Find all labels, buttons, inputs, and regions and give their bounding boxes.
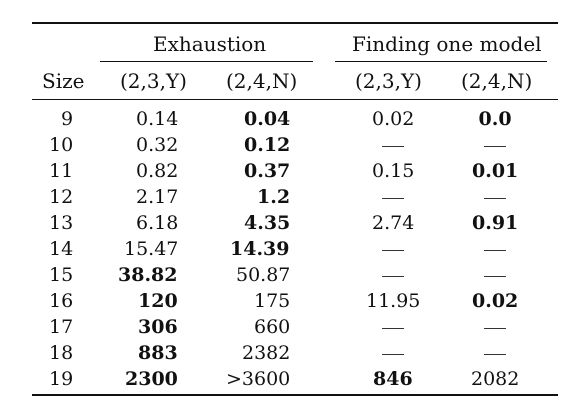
cell-exhaustion-2-3-y: 15.47: [124, 238, 179, 260]
column-header-finding-2-3-y: (2,3,Y): [355, 69, 422, 93]
column-header-finding-2-4-n: (2,4,N): [461, 69, 533, 93]
cell-exhaustion-2-4-n: >3600: [226, 368, 291, 390]
group-header-finding-one-model: Finding one model: [352, 32, 542, 56]
group-header-exhaustion: Exhaustion: [153, 32, 267, 56]
cell-exhaustion-2-4-n: 2382: [242, 342, 291, 364]
cell-exhaustion-2-3-y: 2.17: [136, 186, 179, 208]
cell-exhaustion-2-4-n: 0.12: [244, 134, 291, 156]
cell-exhaustion-2-4-n: 14.39: [230, 238, 290, 260]
cell-size: 18: [49, 342, 74, 364]
cell-exhaustion-2-3-y: 0.14: [136, 108, 179, 130]
cell-exhaustion-2-3-y: 0.32: [136, 134, 179, 156]
cell-finding-2-4-n-empty-dash: [484, 354, 506, 355]
cell-exhaustion-2-3-y: 883: [138, 342, 178, 364]
cell-finding-2-3-y: 11.95: [366, 290, 421, 312]
cell-size: 10: [49, 134, 74, 156]
cell-finding-2-4-n-empty-dash: [484, 198, 506, 199]
cell-exhaustion-2-3-y: 6.18: [136, 212, 179, 234]
cell-exhaustion-2-4-n: 175: [254, 290, 291, 312]
cell-size: 15: [49, 264, 74, 286]
cell-exhaustion-2-3-y: 306: [138, 316, 178, 338]
cell-finding-2-3-y-empty-dash: [382, 198, 404, 199]
cell-finding-2-3-y: 846: [373, 368, 413, 390]
cell-finding-2-3-y: 0.02: [372, 108, 415, 130]
cell-exhaustion-2-4-n: 4.35: [244, 212, 291, 234]
cell-size: 12: [49, 186, 74, 208]
cell-exhaustion-2-3-y: 0.82: [136, 160, 179, 182]
cell-finding-2-3-y-empty-dash: [382, 146, 404, 147]
cell-size: 17: [49, 316, 74, 338]
group-rule-finding: [335, 61, 547, 62]
cell-finding-2-3-y-empty-dash: [382, 354, 404, 355]
cell-exhaustion-2-4-n: 0.37: [244, 160, 291, 182]
column-header-exhaustion-2-3-y: (2,3,Y): [120, 69, 187, 93]
cell-finding-2-3-y: 0.15: [372, 160, 415, 182]
cell-exhaustion-2-4-n: 0.04: [244, 108, 291, 130]
cell-finding-2-3-y: 2.74: [372, 212, 415, 234]
column-header-exhaustion-2-4-n: (2,4,N): [226, 69, 298, 93]
bottom-rule: [32, 394, 558, 396]
cell-finding-2-3-y-empty-dash: [382, 250, 404, 251]
cell-size: 16: [49, 290, 74, 312]
column-header-size: Size: [42, 69, 85, 93]
cell-exhaustion-2-3-y: 120: [138, 290, 178, 312]
cell-finding-2-4-n: 2082: [471, 368, 520, 390]
top-rule: [32, 22, 558, 24]
cell-size: 11: [49, 160, 74, 182]
cell-finding-2-4-n: 0.0: [478, 108, 512, 130]
cell-finding-2-4-n-empty-dash: [484, 276, 506, 277]
cell-finding-2-3-y-empty-dash: [382, 276, 404, 277]
cell-finding-2-4-n: 0.02: [472, 290, 519, 312]
cell-exhaustion-2-3-y: 2300: [125, 368, 178, 390]
cell-finding-2-4-n: 0.91: [472, 212, 519, 234]
header-rule: [32, 99, 558, 100]
cell-size: 13: [49, 212, 74, 234]
cell-size: 19: [49, 368, 74, 390]
cell-exhaustion-2-4-n: 50.87: [236, 264, 291, 286]
cell-exhaustion-2-3-y: 38.82: [118, 264, 178, 286]
cell-finding-2-4-n-empty-dash: [484, 146, 506, 147]
cell-finding-2-4-n-empty-dash: [484, 250, 506, 251]
cell-size: 9: [61, 108, 74, 130]
group-rule-exhaustion: [100, 61, 313, 62]
cell-finding-2-4-n-empty-dash: [484, 328, 506, 329]
cell-exhaustion-2-4-n: 1.2: [257, 186, 291, 208]
cell-finding-2-3-y-empty-dash: [382, 328, 404, 329]
cell-exhaustion-2-4-n: 660: [254, 316, 291, 338]
cell-size: 14: [49, 238, 74, 260]
cell-finding-2-4-n: 0.01: [472, 160, 519, 182]
